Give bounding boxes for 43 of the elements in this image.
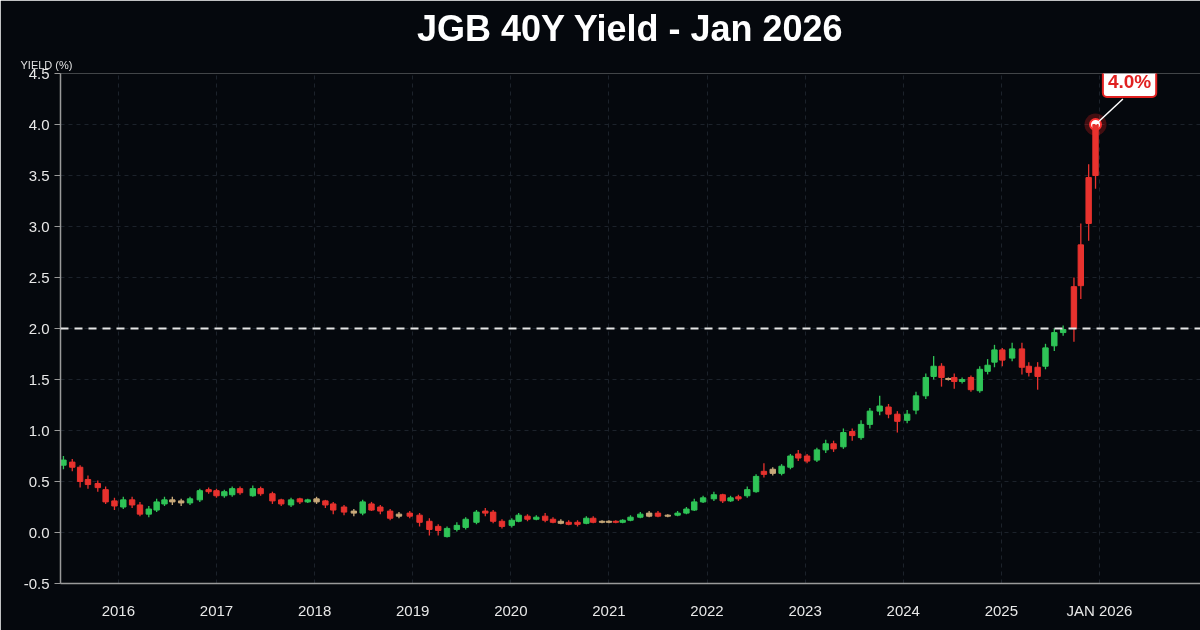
x-tick-label: JAN 2026 [1066,601,1133,619]
x-tick-label: 2016 [101,601,136,619]
candlestick [999,347,1006,367]
candlestick [1008,342,1016,362]
x-tick-label: 2021 [592,601,626,619]
candlestick [930,355,937,381]
y-tick-label: 3.5 [28,166,50,184]
candlestick [1042,343,1049,370]
y-tick-label: 2.0 [28,319,50,337]
candlestick [760,462,768,479]
candlestick [84,474,92,490]
annotation: 4.0% [1107,71,1152,92]
candlestick [752,473,760,494]
candlestick [912,391,920,415]
candlestick [922,372,929,400]
y-tick-label: 1.0 [28,421,50,439]
y-tick-label: 3.0 [28,217,50,235]
x-tick-label: 2018 [297,601,332,619]
x-tick-label: 2023 [788,601,822,619]
chart-title: JGB 40Y Yield - Jan 2026 [417,7,843,49]
candlestick [840,427,847,450]
x-tick-label: 2019 [396,601,430,619]
y-tick-label: 0.5 [28,472,50,490]
x-tick-label: 2025 [984,601,1019,619]
candlestick [1034,361,1041,391]
candlestick [857,419,865,441]
candlestick [894,410,901,434]
candlestick [938,362,945,388]
candlestick [958,376,966,385]
candlestick [991,344,998,368]
candlestick [1051,327,1058,352]
x-tick-label: 2017 [199,601,234,619]
y-tick-label: 1.5 [28,370,50,388]
candlestick [76,464,84,489]
y-tick-label: 0.0 [28,523,50,541]
y-tick-label: 2.5 [28,268,50,286]
x-tick-label: 2024 [886,601,920,619]
candlestick [866,407,874,430]
y-tick-label: 4.0 [28,115,50,133]
x-tick-label: 2022 [690,601,724,619]
y-tick-label: -0.5 [23,574,50,592]
x-tick-label: 2020 [494,601,528,619]
candlestick [876,395,883,416]
